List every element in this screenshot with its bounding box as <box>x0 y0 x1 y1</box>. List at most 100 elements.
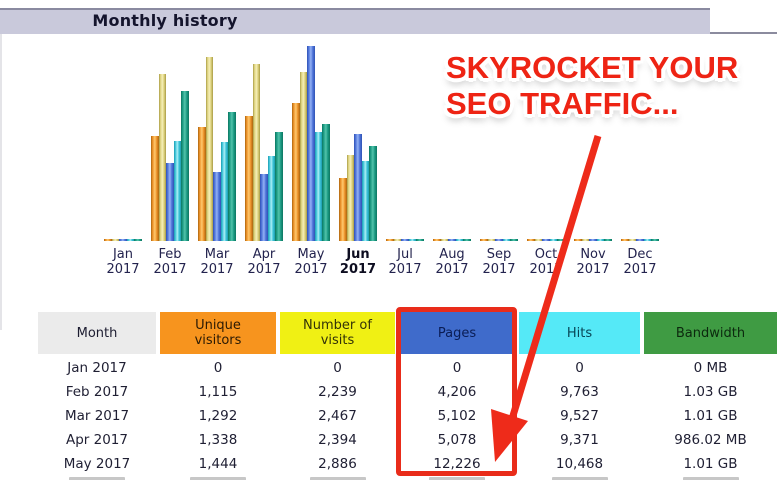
month-abbr: Jun <box>346 247 370 262</box>
header-cell-unique-visitors: Unique visitors <box>160 312 276 354</box>
bar-bandwidth <box>228 112 236 241</box>
table-row: May 2017 1,444 2,886 12,226 10,468 1.01 GB <box>38 452 777 476</box>
bar-visits <box>299 72 308 241</box>
chart-month-group <box>527 239 565 241</box>
cell-value: 0 MB <box>693 360 728 376</box>
cell-value: 1,444 <box>198 456 238 472</box>
chart-month-group <box>621 239 659 241</box>
cell-value: 9,527 <box>560 408 599 424</box>
bar-hits <box>502 239 511 241</box>
month-label: Jan 2017 <box>104 247 142 277</box>
month-abbr: Jul <box>397 247 413 262</box>
cell-value: 1,292 <box>198 408 238 424</box>
header-label: Number of visits <box>303 318 372 348</box>
pages-column-highlight-box <box>396 307 517 476</box>
bar-unique-visitors <box>151 136 159 241</box>
cell-value: 1,115 <box>198 384 238 400</box>
bar-unique-visitors <box>339 178 347 241</box>
bar-unique-visitors <box>527 239 535 241</box>
cell-value: 5,102 <box>437 408 477 424</box>
cell-value: 1,338 <box>198 432 238 448</box>
bar-visits <box>628 239 637 241</box>
bar-visits <box>487 239 496 241</box>
cell-month: May 2017 <box>63 456 131 472</box>
chart-month-group <box>151 74 189 241</box>
month-abbr: Apr <box>252 247 276 262</box>
bar-hits <box>314 132 323 241</box>
bar-visits <box>534 239 543 241</box>
bar-pages <box>589 239 597 241</box>
cell-value: 2,239 <box>318 384 357 400</box>
month-year: 2017 <box>106 262 140 277</box>
title-bar <box>0 8 710 34</box>
header-cell-number-of-visits: Number of visits <box>280 312 395 354</box>
clipped-text-smudge <box>519 477 640 480</box>
bar-bandwidth <box>275 132 283 241</box>
header-label: Month <box>76 325 118 341</box>
table-row: Feb 2017 1,115 2,239 4,206 9,763 1.03 GB <box>38 380 777 404</box>
cell-value: 0 <box>333 360 342 376</box>
bar-unique-visitors <box>386 239 394 241</box>
cell-month: Feb 2017 <box>65 384 129 400</box>
month-label: Dec 2017 <box>621 247 659 277</box>
month-label: Feb 2017 <box>151 247 189 277</box>
bar-pages <box>260 174 268 241</box>
cell-value: 0 <box>213 360 223 376</box>
cell-value: 9,371 <box>560 432 599 448</box>
clipped-text-smudge <box>160 477 276 480</box>
chart-month-group <box>386 239 424 241</box>
month-year: 2017 <box>153 262 187 277</box>
cell-value: 986.02 MB <box>674 432 747 448</box>
bar-bandwidth <box>416 239 424 241</box>
bar-visits <box>158 74 167 241</box>
month-abbr: Dec <box>627 247 653 262</box>
month-year: 2017 <box>482 262 516 277</box>
cell-value: 12,226 <box>433 456 481 472</box>
bar-bandwidth <box>181 91 189 241</box>
month-year: 2017 <box>247 262 281 277</box>
bar-bandwidth <box>510 239 518 241</box>
page-title: Monthly history <box>92 11 238 30</box>
month-abbr: Jan <box>112 247 134 262</box>
month-abbr: May <box>297 247 325 262</box>
cell-value: 10,468 <box>555 456 604 472</box>
header-cell-month: Month <box>38 312 156 354</box>
bar-pages <box>542 239 550 241</box>
chart-month-group <box>292 46 330 241</box>
bar-pages <box>448 239 456 241</box>
month-label: Apr 2017 <box>245 247 283 277</box>
clipped-text-smudge <box>38 477 156 480</box>
month-label: Jun 2017 <box>339 247 377 277</box>
bar-unique-visitors <box>480 239 488 241</box>
bar-unique-visitors <box>104 239 112 241</box>
header-cell-hits: Hits <box>519 312 640 354</box>
month-label: Jul 2017 <box>386 247 424 277</box>
bar-bandwidth <box>322 124 330 241</box>
bar-unique-visitors <box>621 239 629 241</box>
cell-value: 2,467 <box>318 408 357 424</box>
month-abbr: Oct <box>534 247 558 262</box>
bar-bandwidth <box>604 239 612 241</box>
chart-month-group <box>104 239 142 241</box>
table-row: Jan 2017 0 0 0 0 0 MB <box>38 356 777 380</box>
month-year: 2017 <box>339 262 377 277</box>
month-year: 2017 <box>576 262 610 277</box>
annotation-line-1: SKYROCKET YOUR <box>446 50 739 85</box>
month-year: 2017 <box>388 262 422 277</box>
month-abbr: Aug <box>439 247 465 262</box>
chart-month-group <box>433 239 471 241</box>
month-year: 2017 <box>294 262 328 277</box>
chart-month-group <box>480 239 518 241</box>
bar-pages <box>166 163 174 241</box>
annotation-text: SKYROCKET YOUR SEO TRAFFIC... <box>446 50 738 122</box>
bar-pages <box>213 172 221 241</box>
bar-bandwidth <box>651 239 659 241</box>
clipped-next-row <box>38 477 777 480</box>
bar-hits <box>596 239 605 241</box>
header-label: Bandwidth <box>675 325 746 341</box>
bar-pages <box>636 239 644 241</box>
cell-value: 1.01 GB <box>683 408 738 424</box>
header-cell-bandwidth: Bandwidth <box>644 312 777 354</box>
table-row: Apr 2017 1,338 2,394 5,078 9,371 986.02 MB <box>38 428 777 452</box>
